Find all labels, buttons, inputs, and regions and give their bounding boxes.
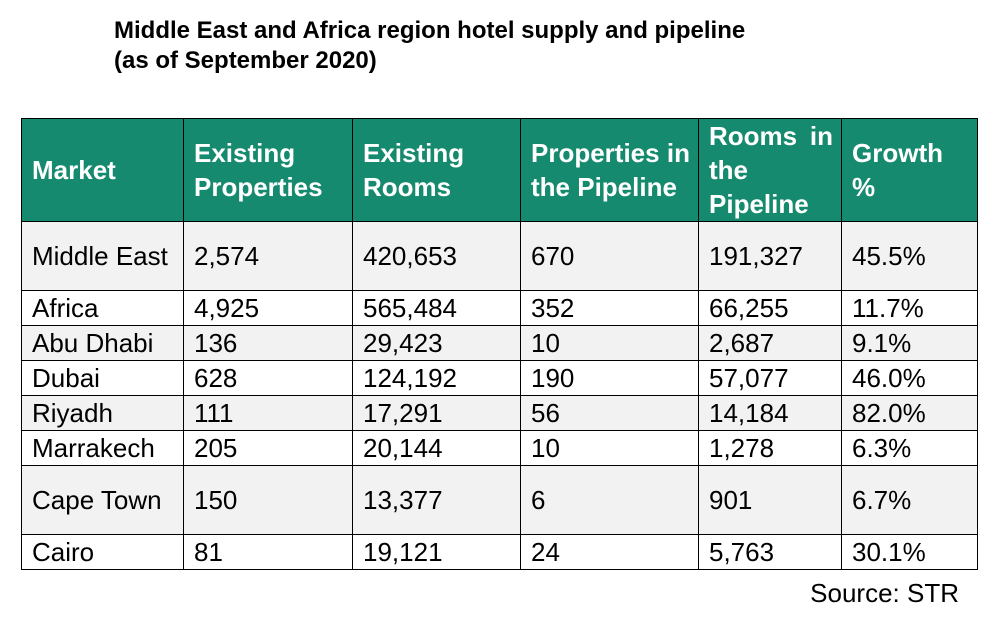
cell-existing-rooms: 13,377 — [352, 465, 521, 535]
cell-existing-rooms: 17,291 — [352, 395, 521, 431]
cell-properties-pipeline: 56 — [520, 395, 699, 431]
cell-market: Dubai — [21, 360, 184, 396]
table-row: Africa 4,925 565,484 352 66,255 11.7% — [21, 290, 978, 326]
cell-growth: 11.7% — [841, 290, 978, 326]
cell-existing-properties: 4,925 — [183, 290, 353, 326]
cell-existing-rooms: 565,484 — [352, 290, 521, 326]
table-row: Cairo 81 19,121 24 5,763 30.1% — [21, 534, 978, 570]
header-properties-pipeline: Properties in the Pipeline — [520, 118, 699, 222]
cell-market: Cairo — [21, 534, 184, 570]
chart-title: Middle East and Africa region hotel supp… — [114, 16, 974, 76]
cell-properties-pipeline: 670 — [520, 221, 699, 291]
hotel-supply-table: Market Existing Properties Existing Room… — [21, 118, 978, 570]
cell-rooms-pipeline: 66,255 — [698, 290, 842, 326]
table-row: Riyadh 111 17,291 56 14,184 82.0% — [21, 395, 978, 431]
source-note: Source: STR — [810, 578, 959, 608]
header-existing-properties: Existing Properties — [183, 118, 353, 222]
cell-properties-pipeline: 10 — [520, 430, 699, 466]
cell-existing-properties: 111 — [183, 395, 353, 431]
cell-existing-properties: 150 — [183, 465, 353, 535]
cell-properties-pipeline: 190 — [520, 360, 699, 396]
cell-growth: 30.1% — [841, 534, 978, 570]
cell-rooms-pipeline: 5,763 — [698, 534, 842, 570]
cell-rooms-pipeline: 14,184 — [698, 395, 842, 431]
cell-existing-rooms: 20,144 — [352, 430, 521, 466]
cell-existing-properties: 81 — [183, 534, 353, 570]
header-growth: Growth % — [841, 118, 978, 222]
table-row: Dubai 628 124,192 190 57,077 46.0% — [21, 360, 978, 396]
cell-properties-pipeline: 10 — [520, 325, 699, 361]
cell-market: Abu Dhabi — [21, 325, 184, 361]
cell-market: Middle East — [21, 221, 184, 291]
cell-properties-pipeline: 6 — [520, 465, 699, 535]
cell-growth: 6.3% — [841, 430, 978, 466]
cell-market: Africa — [21, 290, 184, 326]
cell-properties-pipeline: 24 — [520, 534, 699, 570]
cell-existing-properties: 628 — [183, 360, 353, 396]
table-row: Abu Dhabi 136 29,423 10 2,687 9.1% — [21, 325, 978, 361]
cell-market: Marrakech — [21, 430, 184, 466]
cell-growth: 6.7% — [841, 465, 978, 535]
cell-rooms-pipeline: 191,327 — [698, 221, 842, 291]
header-rooms-pipeline: Rooms in the Pipeline — [698, 118, 842, 222]
cell-rooms-pipeline: 2,687 — [698, 325, 842, 361]
cell-existing-rooms: 19,121 — [352, 534, 521, 570]
header-market: Market — [21, 118, 184, 222]
cell-rooms-pipeline: 57,077 — [698, 360, 842, 396]
cell-existing-rooms: 29,423 — [352, 325, 521, 361]
cell-market: Riyadh — [21, 395, 184, 431]
cell-growth: 9.1% — [841, 325, 978, 361]
cell-existing-rooms: 420,653 — [352, 221, 521, 291]
cell-rooms-pipeline: 1,278 — [698, 430, 842, 466]
table-row: Cape Town 150 13,377 6 901 6.7% — [21, 465, 978, 535]
cell-existing-properties: 2,574 — [183, 221, 353, 291]
header-existing-rooms: Existing Rooms — [352, 118, 521, 222]
cell-rooms-pipeline: 901 — [698, 465, 842, 535]
table-row: Middle East 2,574 420,653 670 191,327 45… — [21, 221, 978, 291]
title-line-2: (as of September 2020) — [114, 47, 377, 74]
cell-growth: 82.0% — [841, 395, 978, 431]
cell-market: Cape Town — [21, 465, 184, 535]
cell-existing-rooms: 124,192 — [352, 360, 521, 396]
table-row: Marrakech 205 20,144 10 1,278 6.3% — [21, 430, 978, 466]
cell-growth: 46.0% — [841, 360, 978, 396]
cell-growth: 45.5% — [841, 221, 978, 291]
cell-existing-properties: 205 — [183, 430, 353, 466]
cell-properties-pipeline: 352 — [520, 290, 699, 326]
cell-existing-properties: 136 — [183, 325, 353, 361]
header-row: Market Existing Properties Existing Room… — [21, 118, 978, 222]
title-line-1: Middle East and Africa region hotel supp… — [114, 17, 746, 44]
